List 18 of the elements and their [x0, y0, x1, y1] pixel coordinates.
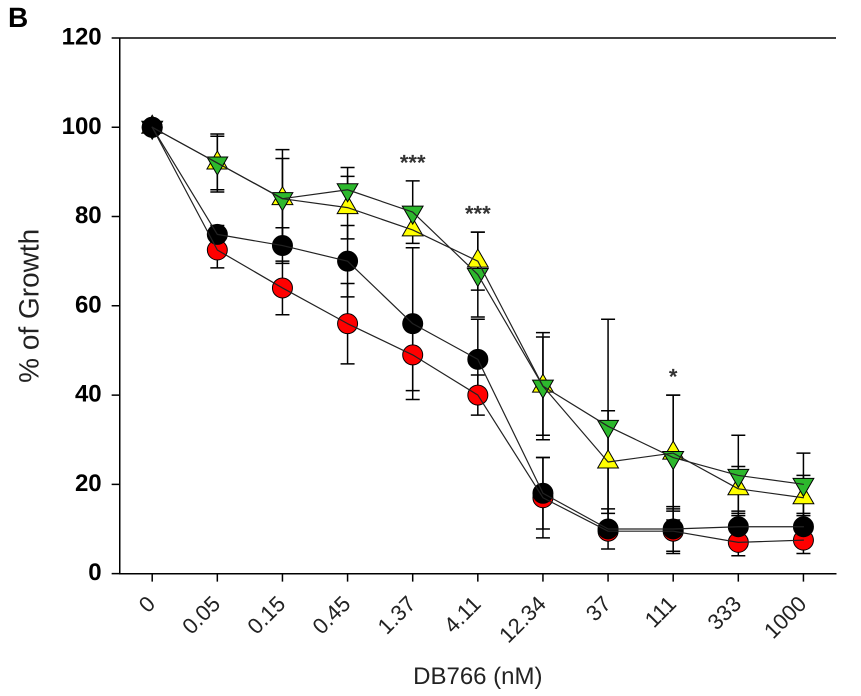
chart-title: B [8, 2, 28, 34]
y-tick-label: 0 [88, 559, 102, 586]
y-tick-label: 40 [74, 380, 102, 408]
x-tick-label: 333 [702, 591, 746, 635]
annotation: * [668, 364, 678, 390]
x-axis-title: DB766 (nM) [413, 663, 543, 690]
y-tick-label: 80 [74, 202, 102, 230]
y-tick-label: 120 [62, 24, 102, 51]
x-tick-label: 37 [580, 591, 616, 626]
x-tick-label: 111 [640, 591, 682, 632]
annotation: *** [464, 201, 492, 226]
x-tick-label: 4.11 [438, 591, 486, 638]
y-tick-label: 100 [62, 112, 102, 140]
x-tick-label: 0 [134, 591, 160, 618]
y-tick-label: 60 [74, 291, 102, 318]
y-tick-label: 20 [74, 470, 102, 497]
y-axis-title: % of Growth [14, 228, 45, 383]
annotation: *** [400, 150, 426, 175]
